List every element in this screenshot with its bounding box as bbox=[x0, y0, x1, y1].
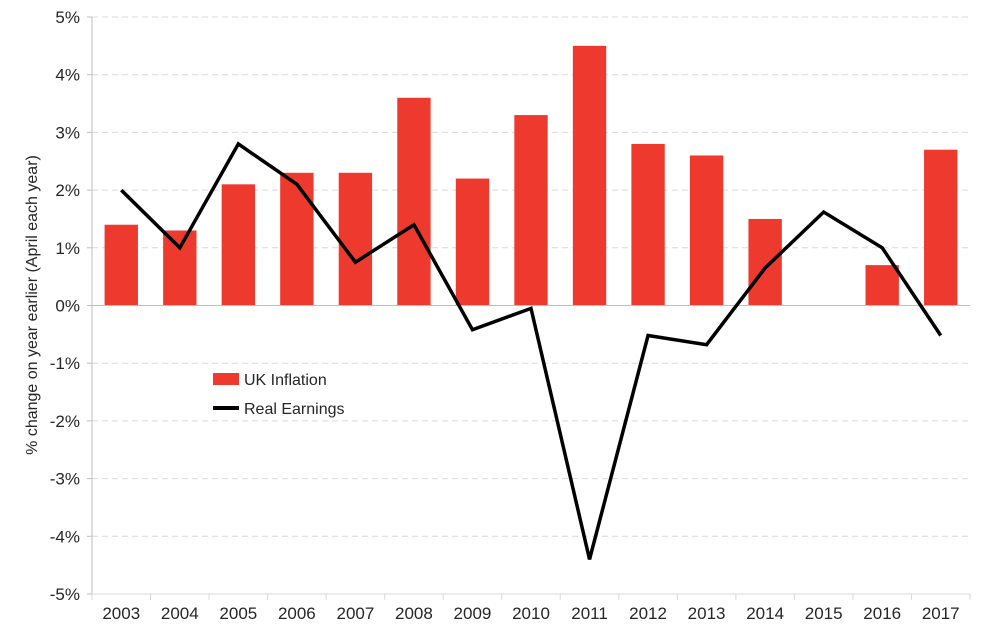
y-tick-label: -4% bbox=[50, 527, 80, 546]
legend-label-uk-inflation: UK Inflation bbox=[244, 372, 327, 389]
y-tick-label: -3% bbox=[50, 470, 80, 489]
x-tick-label: 2008 bbox=[395, 604, 433, 623]
x-tick-label: 2005 bbox=[219, 604, 257, 623]
x-tick-label: 2017 bbox=[922, 604, 960, 623]
x-tick-label: 2012 bbox=[629, 604, 667, 623]
x-tick-label: 2016 bbox=[863, 604, 901, 623]
y-tick-label: 1% bbox=[55, 239, 80, 258]
inflation-bar bbox=[455, 178, 490, 306]
inflation-bar bbox=[163, 230, 197, 306]
legend-label-real-earnings: Real Earnings bbox=[244, 401, 345, 418]
inflation-bar bbox=[514, 115, 548, 306]
inflation-bar bbox=[689, 155, 724, 306]
y-tick-label: -2% bbox=[50, 412, 80, 431]
x-tick-label: 2006 bbox=[278, 604, 316, 623]
x-tick-label: 2004 bbox=[161, 604, 199, 623]
x-tick-label: 2010 bbox=[512, 604, 550, 623]
inflation-bar bbox=[865, 265, 899, 306]
legend-swatch-uk-inflation bbox=[213, 373, 239, 385]
x-tick-label: 2014 bbox=[746, 604, 784, 623]
inflation-bar bbox=[104, 224, 138, 306]
y-axis-label: % change on year earlier (April each yea… bbox=[24, 155, 41, 455]
legend: UK Inflation Real Earnings bbox=[213, 372, 345, 418]
real-earnings-line-group bbox=[120, 141, 943, 560]
x-tick-labels: 2003 2004 2005 2006 2007 2008 2009 2010 2011 2012… bbox=[102, 604, 959, 623]
y-tick-label: -5% bbox=[50, 585, 80, 604]
y-tick-label: -1% bbox=[50, 354, 80, 373]
x-tick-label: 2015 bbox=[805, 604, 843, 623]
y-tick-label: 5% bbox=[55, 8, 80, 27]
y-tick-label: 4% bbox=[55, 66, 80, 85]
x-tick-label: 2011 bbox=[571, 604, 608, 623]
x-tick-label: 2003 bbox=[102, 604, 140, 623]
axes bbox=[87, 16, 971, 600]
inflation-bar bbox=[924, 149, 958, 306]
real-earnings-line bbox=[120, 141, 943, 560]
y-tick-labels: -5% -4% -3% -2% -1% 0% 1% 2% 3% 4% 5% bbox=[50, 8, 80, 604]
inflation-bar bbox=[572, 45, 607, 306]
x-tick-label: 2007 bbox=[336, 604, 374, 623]
y-tick-label: 0% bbox=[55, 297, 80, 316]
inflation-bars bbox=[104, 45, 958, 306]
inflation-bar bbox=[631, 143, 665, 306]
inflation-bar bbox=[748, 218, 782, 306]
inflation-bar bbox=[338, 172, 373, 306]
inflation-bar bbox=[397, 97, 431, 306]
inflation-bar bbox=[280, 172, 314, 306]
x-tick-label: 2009 bbox=[454, 604, 492, 623]
y-tick-label: 3% bbox=[55, 123, 80, 142]
x-tick-label: 2013 bbox=[688, 604, 726, 623]
y-tick-label: 2% bbox=[55, 181, 80, 200]
inflation-bar bbox=[221, 184, 256, 306]
